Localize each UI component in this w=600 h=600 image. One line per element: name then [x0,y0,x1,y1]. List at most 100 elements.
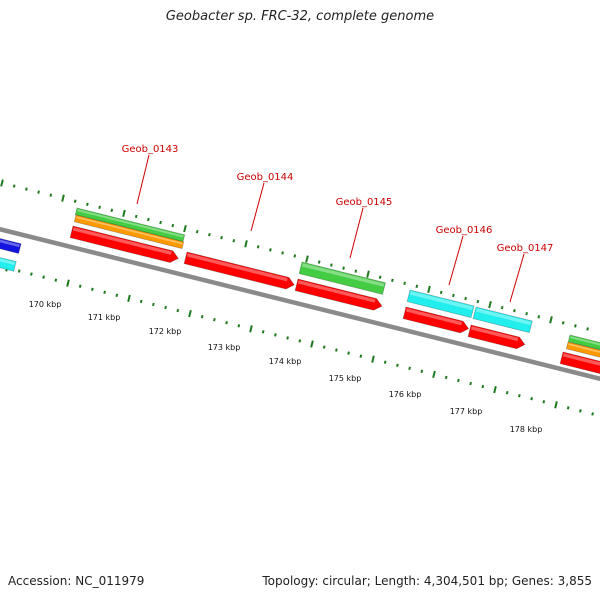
inner-tick [213,317,216,322]
inner-tick [139,299,143,304]
inner-tick [518,393,521,398]
outer-tick [537,315,541,319]
scale-label: 173 kbp [208,343,241,352]
inner-tick [310,340,314,348]
outer-tick [0,179,4,187]
inner-tick [457,378,460,383]
genome-backbone [0,226,600,382]
genome-summary: Topology: circular; Length: 4,304,501 bp… [262,574,592,588]
outer-tick [330,263,333,267]
outer-tick [427,285,431,294]
outer-tick [305,255,309,263]
inner-tick [493,385,497,394]
inner-tick [66,279,70,287]
outer-tick [98,205,101,210]
scale-label: 170 kbp [29,300,62,309]
gene-label: Geob_0145 [336,197,393,208]
callout-line [349,207,364,259]
outer-tick [256,245,260,249]
inner-tick [274,333,277,337]
feature-cyan [472,306,533,334]
scale-label: 176 kbp [389,390,422,399]
outer-tick [147,217,150,222]
outer-tick [391,278,394,282]
outer-tick [244,240,248,248]
outer-tick [73,199,77,203]
inner-tick [103,290,106,295]
inner-tick [152,302,155,307]
outer-tick [415,284,419,289]
outer-tick [281,251,284,255]
inner-tick [505,390,509,395]
outer-tick [464,296,467,301]
outer-tick [220,236,223,240]
outer-tick [134,214,138,219]
outer-tick [488,300,492,309]
inner-tick [237,324,241,328]
outer-tick [561,321,565,325]
inner-tick [469,381,472,386]
gene-label: Geob_0146 [436,225,493,236]
inner-tick [554,401,558,409]
outer-tick [195,229,199,234]
outer-tick [269,248,272,252]
inner-tick [420,369,424,374]
gene-label: Geob_0147 [497,243,554,254]
inner-tick [115,293,119,298]
inner-tick [371,355,375,363]
outer-tick [586,327,589,331]
cds-geob-0146 [402,306,470,334]
scale-label: 175 kbp [329,374,362,383]
outer-tick [110,208,114,213]
feature-orange [565,341,600,359]
inner-tick [542,400,546,404]
inner-tick [359,354,363,358]
inner-tick [579,409,582,413]
outer-tick [476,299,480,304]
feature-cyan [0,254,17,272]
outer-tick [403,281,406,286]
callout-line [250,182,265,232]
inner-tick [298,339,302,343]
feature-blue [0,235,22,254]
outer-tick [574,324,577,328]
inner-tick [481,384,485,389]
inner-tick [17,269,21,273]
scale-label: 171 kbp [88,313,121,322]
inner-tick [176,308,180,313]
outer-tick [452,293,455,298]
inner-tick [322,345,326,349]
inner-tick [261,330,265,334]
inner-tick [200,314,204,319]
scale-label: 178 kbp [510,425,543,434]
inner-tick [249,325,253,333]
inner-tick [127,294,131,303]
accession-label: Accession: NC_011979 [8,574,145,588]
outer-tick [513,308,516,313]
feature-orange [73,214,185,250]
gene-callouts: Geob_0143 Geob_0144 Geob_0145 Geob_0146 Geob… [122,144,554,303]
callout-line [448,235,464,286]
outer-tick [49,193,53,197]
cds-geob-0145 [294,278,383,311]
inner-tick [396,363,399,367]
inner-tick [566,406,570,410]
inner-tick [530,397,533,401]
feature-cds [559,351,600,376]
inner-tick [286,336,289,340]
outer-tick [439,290,443,295]
gene-label: Geob_0144 [237,172,294,183]
outer-tick [12,184,16,188]
inner-tick [30,272,33,276]
outer-tick [525,312,528,316]
outer-tick [61,194,65,202]
outer-tick [293,254,297,258]
cds-geob-0147 [467,324,526,350]
inner-tick [408,366,411,371]
feature-track [0,207,600,376]
outer-tick [342,266,345,270]
outer-tick [500,305,504,310]
outer-tick [208,232,211,237]
outer-tick [354,269,358,273]
feature-cyan [406,289,475,319]
